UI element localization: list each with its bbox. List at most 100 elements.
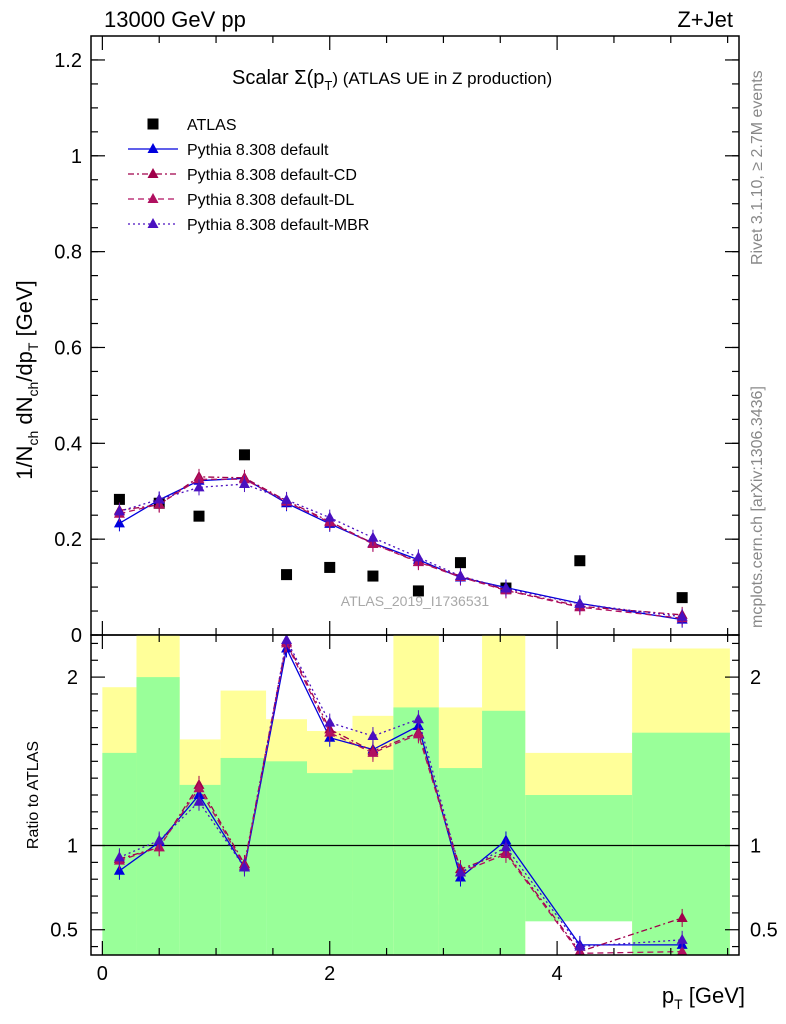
ratio-point <box>574 940 586 951</box>
ratio-point <box>238 861 250 872</box>
uncertainty-band-green <box>266 761 307 955</box>
y-tick-label: 0.2 <box>54 529 82 551</box>
data-point <box>193 473 205 484</box>
legend-marker <box>147 118 159 130</box>
uncertainty-band-green <box>393 707 439 955</box>
legend-marker <box>147 193 159 203</box>
data-point <box>676 610 688 621</box>
data-point <box>193 510 205 522</box>
uncertainty-band-green <box>525 795 633 922</box>
series-line <box>119 478 683 619</box>
ratio-point <box>324 716 336 727</box>
data-point <box>676 592 688 604</box>
x-tick-label: 0 <box>97 963 108 985</box>
ratio-point <box>324 726 336 737</box>
legend-marker <box>147 218 159 228</box>
data-point <box>454 557 466 569</box>
y-tick-label: 0.6 <box>54 337 82 359</box>
data-point <box>574 555 586 567</box>
ratio-y-tick-label-right: 2 <box>750 667 761 689</box>
ratio-point <box>412 728 424 739</box>
series-4 <box>113 476 688 625</box>
legend-marker <box>147 168 159 178</box>
legend-label: Pythia 8.308 default <box>187 142 329 159</box>
data-point <box>113 493 125 505</box>
data-point <box>324 561 336 573</box>
main-plot-panel: ATLAS_2019_I1736531 0 0.2 0.4 0.6 0.8 1 1.2 Sc… <box>12 35 740 647</box>
data-point <box>454 570 466 581</box>
y-tick-label: 0.8 <box>54 242 82 264</box>
ratio-point <box>676 911 688 922</box>
ratio-point <box>367 730 379 741</box>
rivet-label: Rivet 3.1.10, ≥ 2.7M events <box>749 70 766 265</box>
ratio-line <box>119 641 683 954</box>
data-point <box>412 585 424 597</box>
uncertainty-band-green <box>136 677 180 955</box>
x-tick-label: 4 <box>552 963 563 985</box>
legend-label: Pythia 8.308 default-DL <box>187 192 354 209</box>
y-tick-label: 0 <box>71 625 82 647</box>
ratio-point <box>676 933 688 944</box>
ratio-point <box>412 713 424 724</box>
ratio-point <box>677 945 688 955</box>
ratio-point <box>113 864 125 875</box>
data-point <box>281 493 293 504</box>
ratio-point <box>193 782 205 793</box>
process-label: Z+Jet <box>677 7 733 32</box>
chart-title-tail: ) (ATLAS UE in Z production) <box>332 69 552 88</box>
chart-title: Scalar Σ(pT) (ATLAS UE in Z production) <box>232 67 552 93</box>
y-tick-label: 1 <box>71 146 82 168</box>
data-point <box>113 517 125 528</box>
ratio-point <box>367 746 379 757</box>
ratio-y-tick-label: 1 <box>67 836 78 858</box>
ratio-line <box>119 638 683 948</box>
y-tick-label: 1.2 <box>54 50 82 72</box>
ratio-point <box>113 851 125 862</box>
ratio-y-tick-label-right: 0.5 <box>750 920 778 942</box>
ratio-point <box>454 866 466 877</box>
x-tick-label: 2 <box>324 963 335 985</box>
data-point <box>324 511 336 522</box>
series-line <box>119 483 683 618</box>
chart-title-subscript: T <box>324 78 332 93</box>
chart-title-main: Scalar Σ(p <box>232 67 324 89</box>
legend-marker <box>147 143 159 153</box>
ratio-y-tick-label: 0.5 <box>50 920 78 942</box>
mcplots-label: mcplots.cern.ch [arXiv:1306.3436] <box>749 386 766 628</box>
y-axis-label: 1/Nch dNch/dpT [GeV] <box>12 280 41 480</box>
ratio-line <box>119 646 683 946</box>
series-0 <box>113 449 688 604</box>
watermark: ATLAS_2019_I1736531 <box>341 593 490 609</box>
ratio-y-axis-label: Ratio to ATLAS <box>25 741 42 849</box>
data-point <box>113 505 125 516</box>
data-point <box>412 551 424 562</box>
ratio-point <box>500 841 512 852</box>
data-point <box>193 481 205 492</box>
data-point <box>238 478 250 489</box>
ratio-point <box>281 635 293 645</box>
data-point <box>574 597 586 608</box>
data-point <box>281 569 293 581</box>
data-point <box>367 531 379 542</box>
data-point <box>500 582 512 593</box>
uncertainty-band-green <box>482 710 526 955</box>
legend: ATLAS Pythia 8.308 default Pythia 8.308 de… <box>128 117 369 234</box>
ratio-point <box>193 795 205 806</box>
x-axis-label: pT [GeV] <box>662 983 745 1012</box>
legend-label: ATLAS <box>187 117 237 134</box>
ratio-point <box>153 834 165 845</box>
uncertainty-band-green <box>307 773 353 955</box>
data-point <box>153 493 165 504</box>
ratio-plot-panel: 0.5 0.5 1 1 2 2 0 2 4 Ratio to ATLAS pT [GeV] <box>25 634 778 1012</box>
ratio-series-3 <box>113 635 688 955</box>
ratio-y-tick-label: 2 <box>67 667 78 689</box>
uncertainty-band-green <box>352 769 394 955</box>
legend-label: Pythia 8.308 default-MBR <box>187 217 369 234</box>
ratio-line <box>119 639 683 953</box>
energy-label: 13000 GeV pp <box>104 7 246 32</box>
y-tick-label: 0.4 <box>54 433 82 455</box>
data-point <box>238 449 250 461</box>
data-point <box>367 570 379 582</box>
ratio-y-tick-label-right: 1 <box>750 836 761 858</box>
